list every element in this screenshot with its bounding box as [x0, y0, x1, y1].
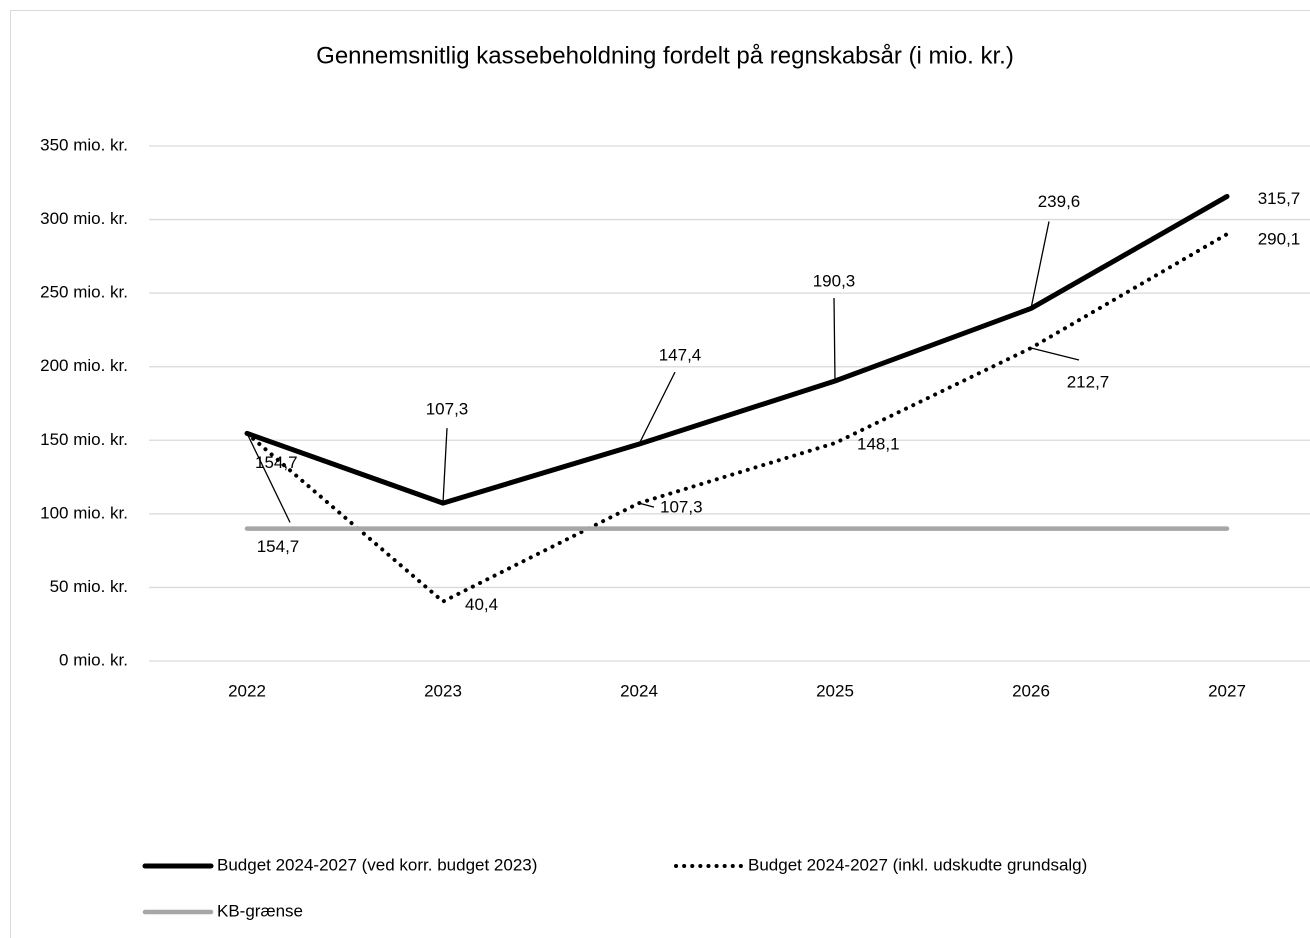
leader-line	[638, 371, 676, 445]
data-label: 154,7	[255, 453, 298, 472]
data-label: 107,3	[426, 400, 469, 419]
data-label: 190,3	[813, 271, 856, 290]
leader-line	[1030, 347, 1080, 361]
leader-line	[246, 433, 291, 523]
data-label: 40,4	[465, 595, 498, 614]
x-tick-label: 2022	[228, 681, 266, 700]
y-tick-label: 0 mio. kr.	[59, 650, 128, 669]
x-tick-label: 2027	[1208, 681, 1246, 700]
data-label: 107,3	[660, 498, 703, 517]
y-tick-label: 300 mio. kr.	[40, 209, 128, 228]
y-tick-label: 100 mio. kr.	[40, 503, 128, 522]
legend-label: Budget 2024-2027 (inkl. udskudte grundsa…	[748, 855, 1087, 874]
x-tick-label: 2026	[1012, 681, 1050, 700]
x-tick-label: 2025	[816, 681, 854, 700]
chart-title: Gennemsnitlig kassebeholdning fordelt på…	[316, 42, 1014, 69]
leader-line	[833, 297, 836, 381]
legend-label: KB-grænse	[217, 901, 303, 920]
y-tick-label: 350 mio. kr.	[40, 135, 128, 154]
x-tick-label: 2024	[620, 681, 658, 700]
data-label: 315,7	[1258, 189, 1301, 208]
x-tick-label: 2023	[424, 681, 462, 700]
y-tick-label: 200 mio. kr.	[40, 356, 128, 375]
line-0	[244, 193, 1230, 506]
data-label: 239,6	[1038, 192, 1081, 211]
data-label: 290,1	[1258, 230, 1301, 249]
data-label: 148,1	[857, 435, 900, 454]
y-tick-label: 50 mio. kr.	[50, 577, 128, 596]
chart-border	[10, 10, 1310, 938]
leader-line	[1030, 221, 1050, 309]
data-label: 154,7	[257, 537, 300, 556]
y-tick-label: 150 mio. kr.	[40, 430, 128, 449]
line-1	[245, 232, 1229, 604]
leader-line	[442, 428, 448, 504]
data-label: 147,4	[659, 346, 702, 365]
data-label: 212,7	[1067, 373, 1110, 392]
leader-line	[638, 502, 655, 508]
legend-label: Budget 2024-2027 (ved korr. budget 2023)	[217, 855, 537, 874]
y-tick-label: 250 mio. kr.	[40, 283, 128, 302]
